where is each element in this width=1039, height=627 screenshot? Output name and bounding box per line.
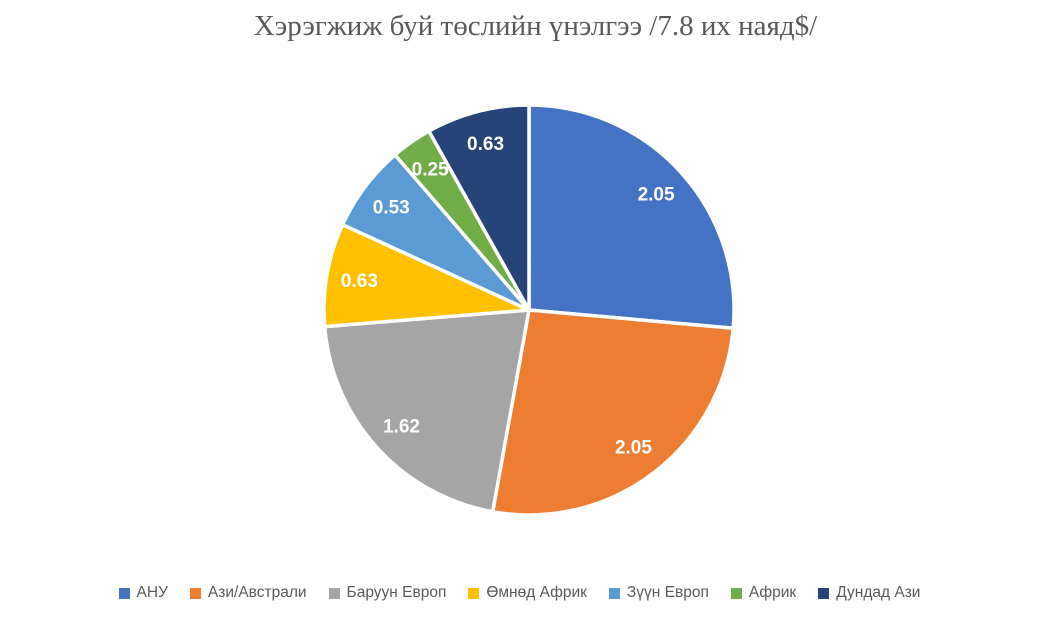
legend-item-2[interactable]: Баруун Европ [328, 584, 447, 602]
legend-label: Зүүн Европ [626, 584, 709, 601]
legend-item-0[interactable]: АНУ [118, 584, 168, 602]
pie-slice-1[interactable] [490, 308, 735, 517]
pie-slice-0[interactable] [527, 103, 736, 330]
chart-legend: АНУ Ази/Австрали Баруун Европ Өмнөд Африк Зү… [0, 584, 1039, 602]
legend-label: Өмнөд Африк [486, 584, 587, 601]
chart-title: Хэрэгжиж буй төслийн үнэлгээ /7.8 их ная… [253, 10, 818, 42]
legend-swatch-icon [608, 588, 620, 599]
data-label-2: 1.62 [383, 416, 420, 437]
legend-swatch-icon [730, 588, 742, 599]
data-label-5: 0.25 [412, 160, 449, 181]
pie-chart: 2.05 2.05 1.62 0.63 0.530.25 0.63 [322, 103, 736, 517]
legend-swatch-icon [818, 588, 830, 599]
legend-item-3[interactable]: Өмнөд Африк [468, 584, 587, 602]
data-label-6: 0.63 [467, 134, 504, 155]
data-label-0: 2.05 [638, 184, 675, 205]
legend-swatch-icon [118, 588, 130, 599]
pie-slice-3[interactable] [322, 222, 531, 329]
legend-label: АНУ [136, 584, 168, 601]
legend-swatch-icon [189, 588, 201, 599]
legend-item-6[interactable]: Дундад Ази [818, 584, 920, 602]
legend-swatch-icon [468, 588, 480, 599]
data-label-4: 0.53 [373, 197, 410, 218]
legend-label: Дундад Ази [836, 584, 921, 601]
legend-swatch-icon [328, 588, 340, 599]
pie-slice-6[interactable] [427, 103, 531, 312]
legend-label: Баруун Европ [346, 584, 447, 601]
data-label-3: 0.63 [341, 271, 378, 292]
legend-item-1[interactable]: Ази/Австрали [189, 584, 307, 602]
legend-label: Африк [748, 584, 797, 601]
data-label-1: 2.05 [615, 438, 652, 459]
legend-label: Ази/Австрали [207, 584, 307, 601]
legend-item-4[interactable]: Зүүн Европ [608, 584, 709, 602]
legend-item-5[interactable]: Африк [730, 584, 797, 602]
pie-slice-2[interactable] [322, 308, 531, 514]
